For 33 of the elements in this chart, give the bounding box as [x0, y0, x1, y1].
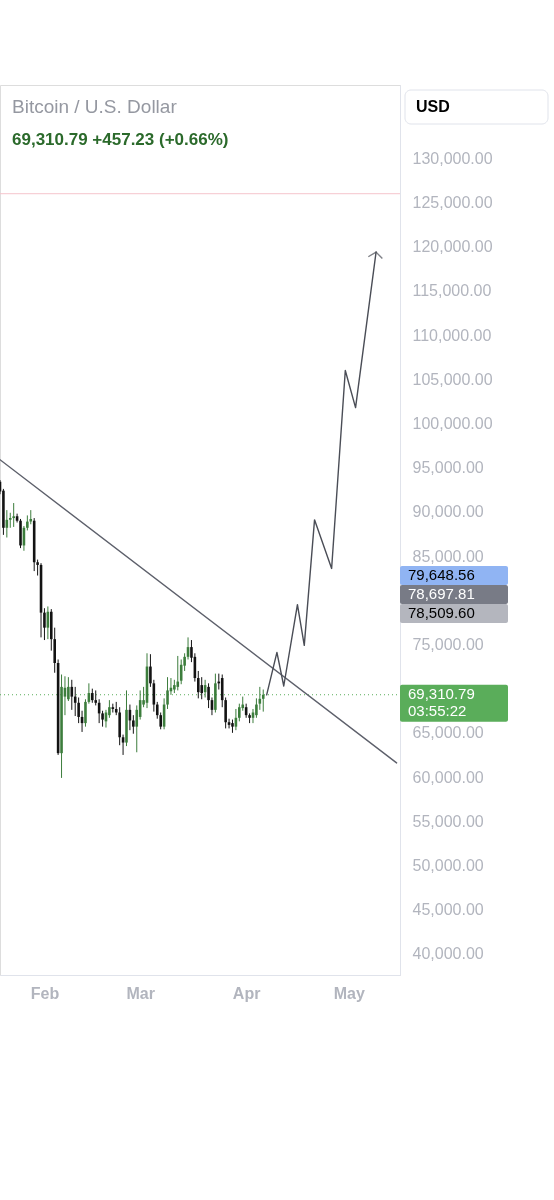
text: 69,310.79 +457.23 (+0.66%) — [12, 130, 229, 149]
text: 78,697.81 — [408, 585, 475, 603]
candlestick — [12, 502, 15, 528]
y-tick-label: 85,000.00 — [412, 547, 484, 565]
y-tick-label: 95,000.00 — [412, 459, 484, 477]
y-tick-label: 90,000.00 — [412, 503, 484, 521]
text: Bitcoin / U.S. Dollar — [12, 96, 178, 117]
y-tick-label: 45,000.00 — [412, 901, 484, 919]
y-tick-label: 130,000.00 — [412, 149, 493, 167]
y-tick-label: 125,000.00 — [412, 194, 493, 212]
y-tick-label: 75,000.00 — [412, 635, 484, 653]
y-tick-label: 55,000.00 — [412, 812, 484, 830]
text: USD — [416, 98, 450, 115]
y-tick-label: 100,000.00 — [412, 415, 493, 432]
text: 78,509.60 — [408, 604, 475, 622]
candlestick — [176, 655, 180, 691]
y-tick-label: 110,000.00 — [412, 326, 492, 344]
y-tick-label: 65,000.00 — [412, 724, 484, 742]
candlestick — [261, 689, 265, 713]
candlestick — [135, 704, 139, 753]
ref-line-label: 69,310.79 03:55:22 — [408, 684, 475, 719]
y-tick-label: 115,000.00 — [412, 282, 492, 300]
y-tick-label: 50,000.00 — [412, 856, 484, 874]
x-tick-label: May — [333, 984, 365, 1002]
x-tick-label: Feb — [30, 984, 60, 1002]
y-tick-label: 60,000.00 — [412, 768, 484, 786]
x-tick-label: Apr — [232, 984, 261, 1002]
y-tick-label: 105,000.00 — [412, 370, 493, 388]
y-tick-label: 40,000.00 — [412, 945, 484, 963]
x-tick-label: Mar — [126, 984, 155, 1002]
y-tick-label: 120,000.00 — [412, 238, 493, 256]
candlestick — [70, 679, 74, 711]
text: 79,648.56 — [408, 566, 475, 584]
